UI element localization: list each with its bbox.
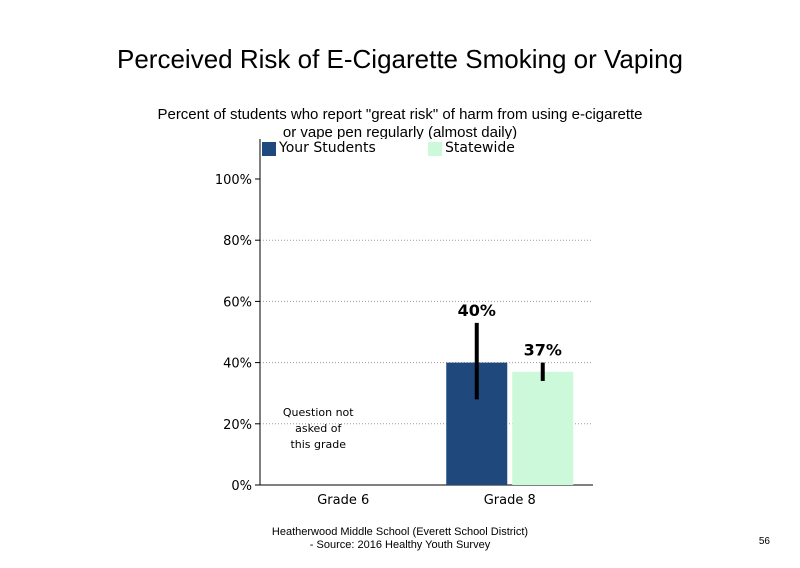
y-tick-label: 40% [223,357,252,372]
data-label: 40% [458,301,496,320]
chart-title: Perceived Risk of E-Cigarette Smoking or… [117,44,683,74]
legend-swatch-your-students [262,142,276,156]
y-tick-label: 80% [223,234,252,249]
data-label: 37% [524,341,562,360]
y-tick-label: 20% [223,418,252,433]
footer-line-2: - Source: 2016 Healthy Youth Survey [309,539,491,551]
page-number: 56 [758,536,770,547]
x-tick-label: Grade 8 [484,493,536,508]
x-tick-label: Grade 6 [317,493,369,508]
bar [512,371,574,485]
chart-subtitle: Percent of students who report "great ri… [157,106,643,139]
footer-line-1: Heatherwood Middle School (Everett Schoo… [271,526,529,538]
annotation-text: this grade [290,438,346,451]
annotation-text: Question not [283,406,354,419]
legend-label-your-students: Your Students [279,140,376,156]
y-tick-label: 60% [223,295,252,310]
legend-label-statewide: Statewide [445,140,515,156]
annotation-text: asked of [295,422,342,435]
y-tick-label: 100% [215,173,252,188]
footer-source: Heatherwood Middle School (Everett Schoo… [200,526,600,552]
y-tick-label: 0% [231,479,252,494]
legend: Your Students Statewide [262,140,602,157]
legend-swatch-statewide [428,142,442,156]
